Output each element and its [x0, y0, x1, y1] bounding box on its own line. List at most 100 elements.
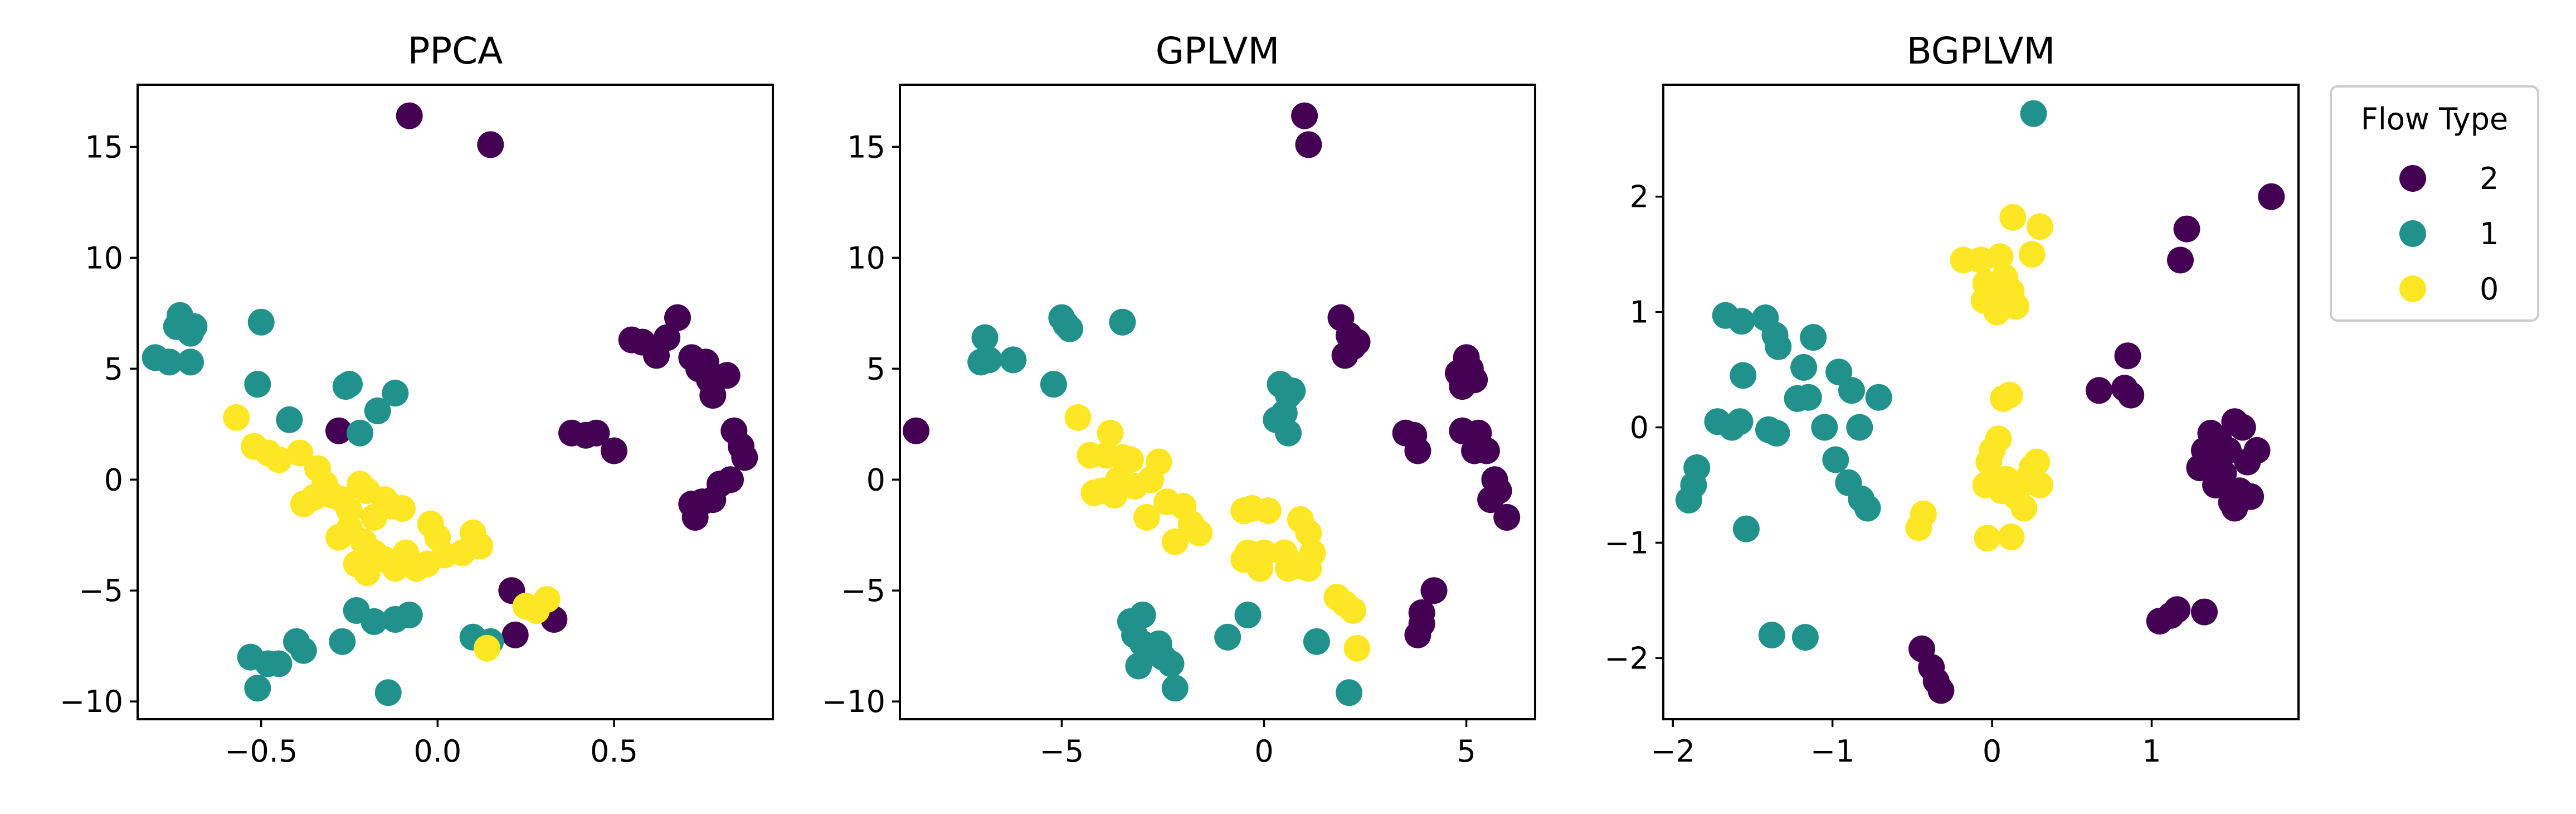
scatter-points [903, 102, 1521, 706]
legend-title: Flow Type [2361, 101, 2508, 137]
y-tick-label: −10 [822, 684, 885, 719]
x-tick-label: 0 [1254, 734, 1273, 769]
data-point-class-1 [1732, 515, 1760, 542]
legend-marker-2 [2399, 165, 2426, 192]
data-point-class-1 [374, 679, 402, 706]
x-tick-label: −2 [1650, 734, 1695, 769]
x-tick-label: −5 [1040, 734, 1084, 769]
data-point-class-0 [389, 495, 416, 522]
data-point-class-1 [971, 324, 999, 351]
chart-title: GPLVM [1156, 30, 1280, 72]
data-point-class-1 [244, 675, 271, 702]
axes-frame [899, 84, 1536, 720]
data-point-class-1 [1728, 308, 1755, 335]
y-tick-label: 0 [866, 462, 885, 497]
data-point-class-1 [1000, 346, 1027, 374]
data-point-class-1 [283, 628, 310, 655]
data-point-class-2 [1343, 328, 1371, 356]
y-tick-label: −5 [841, 573, 885, 608]
data-point-class-1 [329, 628, 356, 655]
data-point-class-0 [1080, 479, 1108, 507]
y-tick-label: −10 [60, 684, 123, 719]
data-point-class-0 [1254, 497, 1282, 524]
data-point-class-2 [1461, 366, 1488, 394]
data-point-class-0 [1161, 528, 1189, 555]
data-point-class-1 [1865, 384, 1892, 411]
data-point-class-0 [1230, 497, 1258, 524]
data-point-class-0 [1340, 597, 1367, 624]
data-point-class-0 [1299, 539, 1326, 566]
data-point-class-1 [1790, 353, 1818, 381]
data-point-class-1 [382, 380, 409, 407]
data-point-class-2 [601, 437, 627, 464]
data-point-class-1 [1765, 333, 1792, 360]
data-point-class-2 [699, 382, 727, 409]
data-point-class-1 [1811, 414, 1838, 441]
data-point-class-1 [1800, 324, 1827, 351]
data-point-class-1 [1275, 419, 1302, 447]
data-point-class-2 [2167, 246, 2194, 274]
scatter-points [142, 102, 758, 706]
y-tick-label: 15 [847, 129, 885, 164]
data-point-class-2 [2258, 183, 2285, 210]
data-point-class-2 [654, 324, 680, 351]
data-point-class-2 [713, 362, 741, 389]
legend-label-2: 2 [2480, 161, 2499, 196]
data-point-class-0 [1975, 448, 2003, 476]
chart-title: BGPLVM [1907, 30, 2056, 72]
data-point-class-0 [1246, 555, 1274, 582]
data-point-class-2 [501, 621, 529, 648]
data-point-class-0 [1905, 514, 1932, 541]
data-point-class-0 [466, 532, 494, 560]
x-tick-label: −0.5 [225, 734, 298, 769]
data-point-class-2 [2210, 460, 2237, 487]
y-tick-label: 2 [1630, 180, 1649, 215]
x-tick-label: 5 [1457, 734, 1476, 769]
data-point-class-2 [664, 304, 691, 331]
data-point-class-2 [2114, 342, 2141, 370]
data-point-class-1 [364, 397, 391, 424]
data-point-class-2 [1927, 677, 1955, 704]
data-point-class-0 [2027, 213, 2053, 240]
data-point-class-2 [1295, 131, 1322, 158]
data-point-class-1 [156, 348, 183, 376]
data-point-class-1 [1234, 602, 1262, 628]
chart-panel-gplvm: GPLVM −5 0 5 −10 −5 0 5 10 15 [822, 30, 1536, 769]
data-point-class-2 [903, 417, 929, 444]
data-point-class-1 [1675, 486, 1702, 513]
data-point-class-2 [396, 102, 423, 129]
data-point-class-1 [1730, 362, 1757, 389]
data-point-class-1 [975, 346, 1002, 374]
legend-marker-1 [2399, 220, 2426, 247]
data-point-class-0 [474, 634, 500, 662]
y-tick-label: 1 [1630, 295, 1649, 330]
legend: Flow Type 2 1 0 [2330, 85, 2539, 322]
x-tick-label: 0.0 [413, 734, 461, 769]
data-point-class-1 [1854, 495, 1881, 522]
data-point-class-1 [1161, 675, 1189, 702]
data-point-class-2 [1404, 437, 1431, 464]
data-point-class-0 [417, 510, 444, 537]
data-point-class-0 [1186, 519, 1213, 546]
data-point-class-0 [223, 404, 250, 431]
data-point-class-1 [244, 371, 271, 398]
data-point-class-2 [2164, 596, 2191, 623]
y-tick-label: 0 [104, 462, 123, 497]
data-point-class-0 [1133, 503, 1160, 531]
data-point-class-1 [1109, 308, 1136, 336]
chart-panel-ppca: PPCA −0.5 0.0 0.5 −10 −5 0 5 10 15 [60, 30, 774, 769]
data-point-class-2 [1408, 610, 1435, 637]
data-point-class-1 [361, 608, 388, 635]
data-point-class-2 [1291, 102, 1318, 129]
legend-label-0: 0 [2480, 272, 2499, 307]
data-point-class-0 [2023, 448, 2051, 476]
data-point-class-2 [1477, 486, 1504, 513]
data-point-class-1 [1846, 414, 1873, 441]
data-point-class-2 [2229, 414, 2256, 441]
data-point-class-2 [717, 466, 744, 493]
data-point-class-2 [2191, 598, 2218, 626]
data-point-class-1 [1040, 371, 1067, 398]
data-point-class-1 [181, 313, 208, 340]
